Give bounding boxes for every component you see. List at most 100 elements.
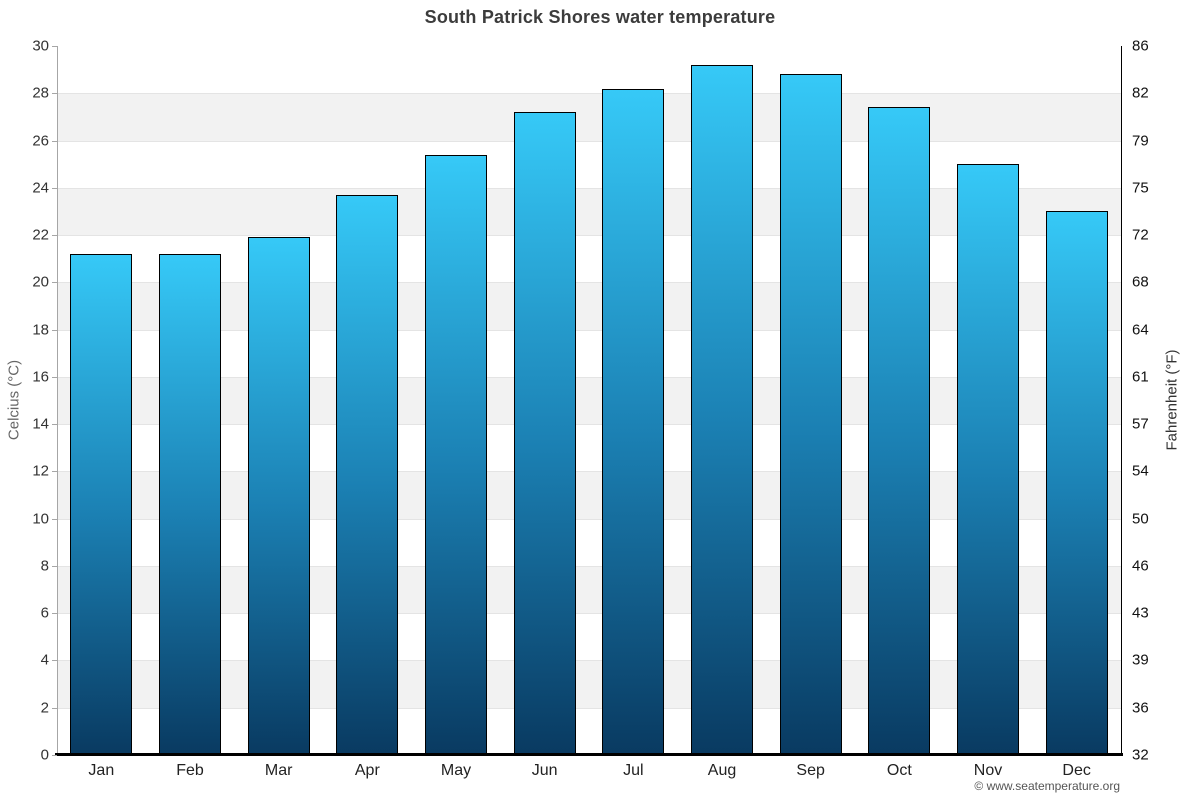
y-tick-label-fahrenheit: 86 bbox=[1132, 37, 1149, 55]
gridline bbox=[57, 613, 1121, 615]
y-tick-label-celsius: 16 bbox=[32, 368, 49, 386]
plot-area bbox=[57, 46, 1121, 755]
plot-band bbox=[57, 187, 1121, 236]
gridline bbox=[57, 424, 1121, 426]
y-tick-mark bbox=[52, 329, 57, 331]
plot-band bbox=[57, 376, 1121, 425]
y-tick-mark bbox=[52, 46, 57, 47]
y-tick-label-fahrenheit: 82 bbox=[1132, 84, 1149, 102]
y-tick-label-celsius: 14 bbox=[32, 415, 49, 433]
y-tick-label-fahrenheit: 72 bbox=[1132, 226, 1149, 244]
y-tick-label-celsius: 28 bbox=[32, 84, 49, 102]
y-tick-label-fahrenheit: 75 bbox=[1132, 179, 1149, 197]
y-tick-label-fahrenheit: 43 bbox=[1132, 604, 1149, 622]
y-tick-mark bbox=[52, 187, 57, 189]
y-tick-mark bbox=[52, 424, 57, 426]
x-tick-label-may: May bbox=[440, 762, 472, 779]
plot-band bbox=[57, 93, 1121, 141]
y-tick-label-celsius: 6 bbox=[40, 604, 49, 622]
gridline bbox=[57, 565, 1121, 567]
x-tick-label-nov: Nov bbox=[973, 762, 1003, 779]
bar-feb bbox=[159, 253, 221, 755]
plot-band bbox=[57, 282, 1121, 330]
gridline bbox=[57, 471, 1121, 473]
plot-band bbox=[57, 471, 1121, 519]
y-axis-line-celsius bbox=[57, 46, 58, 755]
bar-dec bbox=[1045, 211, 1108, 755]
x-tick-label-feb: Feb bbox=[176, 762, 204, 779]
gridline bbox=[57, 235, 1121, 237]
gridline bbox=[57, 329, 1121, 331]
y-tick-label-fahrenheit: 61 bbox=[1132, 368, 1149, 386]
y-tick-label-celsius: 26 bbox=[32, 132, 49, 150]
y-tick-label-celsius: 10 bbox=[32, 510, 49, 528]
copyright-credit: © www.seatemperature.org bbox=[974, 779, 1120, 793]
y-tick-label-celsius: 30 bbox=[32, 37, 49, 55]
y-axis-title-fahrenheit: Fahrenheit (°F) bbox=[1163, 349, 1181, 451]
y-tick-mark bbox=[52, 518, 57, 520]
y-tick-label-celsius: 18 bbox=[32, 321, 49, 339]
bar-oct bbox=[868, 107, 931, 755]
y-tick-label-fahrenheit: 79 bbox=[1132, 132, 1149, 150]
y-tick-label-fahrenheit: 50 bbox=[1132, 510, 1149, 528]
y-tick-label-fahrenheit: 32 bbox=[1132, 746, 1149, 764]
y-tick-label-celsius: 4 bbox=[40, 651, 49, 669]
y-tick-label-fahrenheit: 64 bbox=[1132, 321, 1149, 339]
x-tick-label-jun: Jun bbox=[531, 762, 558, 779]
y-tick-label-celsius: 8 bbox=[40, 557, 49, 575]
y-tick-mark bbox=[52, 140, 57, 142]
gridline bbox=[57, 660, 1121, 662]
bar-jun bbox=[513, 112, 576, 755]
x-axis-line bbox=[55, 753, 1123, 756]
x-tick-label-mar: Mar bbox=[264, 762, 293, 779]
bar-sep bbox=[779, 74, 842, 755]
gridline bbox=[57, 282, 1121, 284]
bar-aug bbox=[691, 64, 753, 755]
bar-jul bbox=[602, 88, 665, 755]
y-tick-label-fahrenheit: 36 bbox=[1132, 699, 1149, 717]
y-tick-label-celsius: 24 bbox=[32, 179, 49, 197]
y-tick-label-celsius: 2 bbox=[40, 699, 49, 717]
y-tick-mark bbox=[52, 282, 57, 284]
plot-band bbox=[57, 46, 1121, 93]
x-tick-label-oct: Oct bbox=[886, 762, 912, 779]
y-tick-mark bbox=[52, 660, 57, 662]
gridline bbox=[57, 376, 1121, 378]
bar-apr bbox=[336, 194, 399, 755]
y-tick-mark bbox=[52, 707, 57, 709]
x-tick-label-jul: Jul bbox=[623, 762, 644, 779]
bar-jan bbox=[70, 253, 133, 755]
y-tick-mark bbox=[52, 613, 57, 615]
x-tick-label-aug: Aug bbox=[707, 762, 737, 779]
x-tick-label-dec: Dec bbox=[1062, 762, 1091, 779]
y-axis-line-fahrenheit bbox=[1121, 46, 1122, 756]
bar-may bbox=[425, 154, 487, 755]
gridline bbox=[57, 518, 1121, 520]
y-tick-label-fahrenheit: 54 bbox=[1132, 462, 1149, 480]
chart-title: South Patrick Shores water temperature bbox=[424, 7, 776, 27]
x-tick-label-sep: Sep bbox=[796, 762, 825, 779]
y-tick-label-celsius: 22 bbox=[32, 226, 49, 244]
y-tick-mark bbox=[52, 755, 57, 756]
y-tick-mark bbox=[52, 376, 57, 378]
y-tick-label-fahrenheit: 57 bbox=[1132, 415, 1149, 433]
y-tick-mark bbox=[52, 471, 57, 473]
plot-band bbox=[57, 565, 1121, 614]
x-tick-label-jan: Jan bbox=[88, 762, 115, 779]
y-tick-label-fahrenheit: 39 bbox=[1132, 651, 1149, 669]
y-tick-mark bbox=[52, 93, 57, 95]
y-tick-label-celsius: 0 bbox=[40, 746, 49, 764]
gridline bbox=[57, 93, 1121, 95]
gridline bbox=[57, 707, 1121, 709]
y-tick-label-fahrenheit: 46 bbox=[1132, 557, 1149, 575]
bar-mar bbox=[247, 237, 310, 755]
y-tick-mark bbox=[52, 565, 57, 567]
plot-band bbox=[57, 660, 1121, 708]
y-tick-label-celsius: 20 bbox=[32, 273, 49, 291]
y-tick-mark bbox=[52, 235, 57, 237]
bar-nov bbox=[957, 164, 1019, 755]
gridline bbox=[57, 140, 1121, 142]
x-tick-label-apr: Apr bbox=[354, 762, 380, 779]
y-tick-label-fahrenheit: 68 bbox=[1132, 273, 1149, 291]
